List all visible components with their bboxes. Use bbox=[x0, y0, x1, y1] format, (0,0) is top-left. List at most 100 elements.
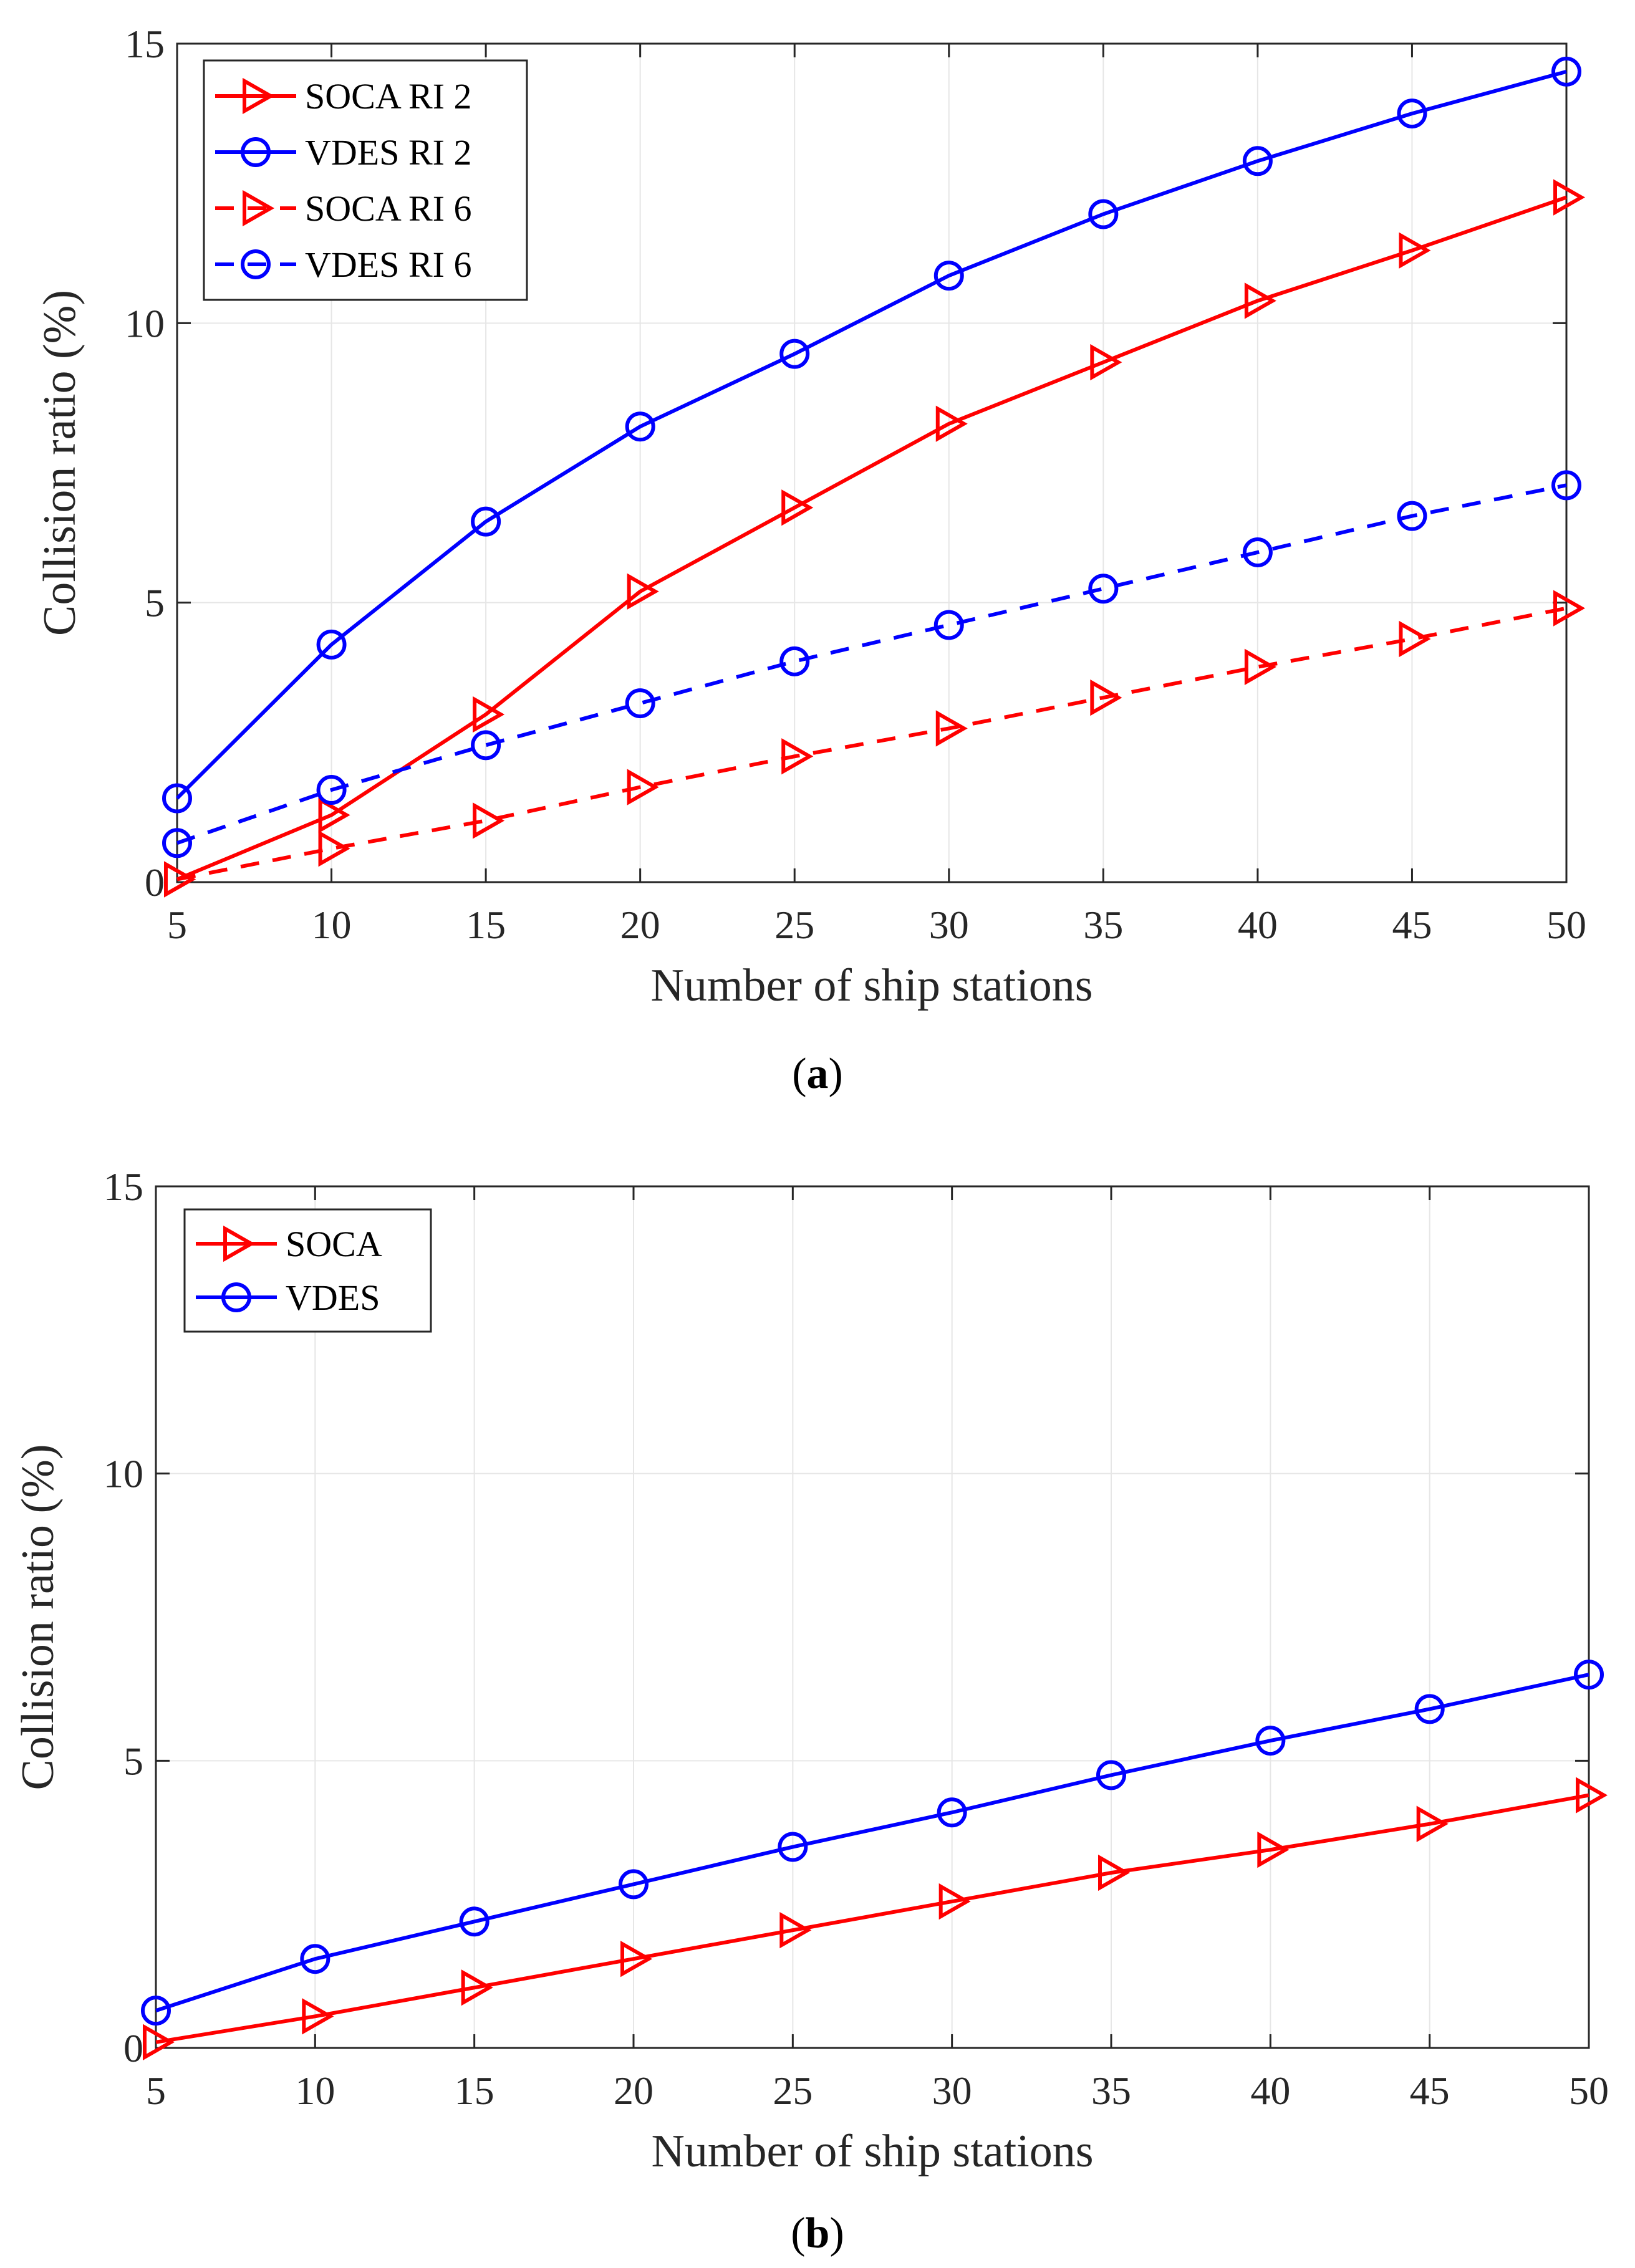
data-point bbox=[1090, 344, 1122, 381]
x-tick-label: 20 bbox=[620, 903, 660, 947]
data-point bbox=[1414, 1694, 1445, 1724]
x-tick-label: 35 bbox=[1083, 903, 1123, 947]
data-point bbox=[1255, 1726, 1286, 1756]
caption-close: ) bbox=[829, 1050, 843, 1098]
data-point bbox=[781, 489, 814, 526]
x-axis-label: Number of ship stations bbox=[650, 960, 1092, 1011]
data-point bbox=[938, 1883, 971, 1920]
data-point bbox=[1090, 679, 1122, 716]
data-point bbox=[1088, 574, 1119, 604]
data-point bbox=[937, 1797, 967, 1828]
data-point bbox=[1242, 537, 1273, 567]
legend-marker bbox=[243, 77, 275, 115]
data-point bbox=[1088, 199, 1119, 229]
data-point bbox=[1257, 1831, 1290, 1868]
x-tick-label: 10 bbox=[312, 903, 352, 947]
data-point bbox=[935, 710, 968, 747]
x-tick-label: 10 bbox=[295, 2069, 335, 2113]
y-tick-label: 5 bbox=[123, 1739, 143, 1783]
series-vdes-ri-2 bbox=[162, 56, 1581, 814]
data-point bbox=[1553, 179, 1586, 216]
data-point bbox=[1397, 99, 1427, 129]
series-vdes-ri-6 bbox=[162, 470, 1581, 858]
panel-caption: (b) bbox=[791, 2209, 844, 2257]
y-tick-label: 0 bbox=[145, 860, 165, 905]
data-point bbox=[1242, 146, 1273, 176]
x-tick-label: 35 bbox=[1091, 2069, 1131, 2113]
data-point bbox=[473, 696, 505, 733]
data-point bbox=[318, 830, 350, 867]
data-point bbox=[627, 573, 659, 610]
legend-marker bbox=[243, 190, 275, 227]
data-point bbox=[933, 261, 964, 291]
data-point bbox=[143, 2024, 175, 2060]
series-vdes bbox=[141, 1660, 1604, 2026]
series-line bbox=[155, 1793, 1589, 2044]
x-axis-label: Number of ship stations bbox=[651, 2126, 1093, 2177]
data-point bbox=[779, 339, 810, 369]
legend-marker bbox=[241, 249, 271, 279]
series-line bbox=[176, 195, 1567, 882]
data-point bbox=[779, 646, 810, 676]
data-point bbox=[461, 1969, 493, 2006]
legend-marker bbox=[223, 1225, 256, 1262]
data-point bbox=[164, 861, 196, 898]
data-point bbox=[619, 1869, 649, 1900]
x-tick-label: 40 bbox=[1250, 2069, 1290, 2113]
x-tick-label: 30 bbox=[929, 903, 969, 947]
legend-box bbox=[203, 59, 528, 301]
caption-open: ( bbox=[791, 2209, 805, 2257]
series-soca-ri-6 bbox=[164, 590, 1586, 898]
data-point bbox=[1574, 1660, 1604, 1690]
data-point bbox=[141, 1996, 171, 2026]
data-point bbox=[162, 783, 192, 814]
data-point bbox=[300, 1944, 330, 1974]
data-point bbox=[1576, 1777, 1608, 1814]
series-line bbox=[176, 606, 1567, 882]
x-tick-label: 5 bbox=[167, 903, 187, 947]
caption-letter: b bbox=[806, 2209, 830, 2257]
series-line bbox=[176, 483, 1567, 845]
x-tick-label: 30 bbox=[932, 2069, 972, 2113]
data-point bbox=[1244, 282, 1276, 319]
data-point bbox=[316, 629, 347, 660]
x-tick-label: 50 bbox=[1569, 2069, 1609, 2113]
caption-close: ) bbox=[829, 2209, 844, 2257]
data-point bbox=[471, 506, 501, 537]
data-point bbox=[1397, 501, 1427, 531]
legend-marker bbox=[221, 1282, 251, 1312]
data-point bbox=[1416, 1805, 1449, 1842]
y-tick-label: 10 bbox=[125, 301, 165, 345]
data-point bbox=[1096, 1760, 1126, 1790]
data-point bbox=[779, 1911, 812, 1949]
x-tick-label: 50 bbox=[1546, 903, 1586, 947]
data-point bbox=[1399, 620, 1431, 658]
data-point bbox=[625, 411, 655, 442]
axes-box bbox=[155, 1185, 1590, 2049]
data-point bbox=[1551, 56, 1581, 87]
legend-entry-label: SOCA RI 6 bbox=[305, 188, 472, 229]
x-tick-label: 15 bbox=[466, 903, 506, 947]
data-point bbox=[471, 730, 501, 761]
data-point bbox=[933, 610, 964, 640]
data-point bbox=[1244, 648, 1276, 685]
legend-entry-label: VDES RI 6 bbox=[305, 244, 471, 285]
series-line bbox=[155, 1673, 1589, 2012]
data-point bbox=[162, 828, 192, 858]
x-tick-label: 25 bbox=[773, 2069, 813, 2113]
legend-entry-label: SOCA bbox=[286, 1224, 382, 1264]
x-tick-label: 45 bbox=[1392, 903, 1432, 947]
legend-entry-label: VDES bbox=[286, 1277, 380, 1318]
data-point bbox=[935, 405, 968, 442]
data-point bbox=[318, 797, 350, 834]
data-point bbox=[1553, 590, 1586, 627]
data-point bbox=[627, 769, 659, 805]
series-line bbox=[175, 69, 1567, 800]
y-tick-label: 5 bbox=[145, 581, 165, 625]
y-tick-label: 15 bbox=[104, 1165, 143, 1209]
x-tick-label: 45 bbox=[1410, 2069, 1450, 2113]
series-soca bbox=[143, 1777, 1608, 2060]
data-point bbox=[473, 802, 505, 839]
